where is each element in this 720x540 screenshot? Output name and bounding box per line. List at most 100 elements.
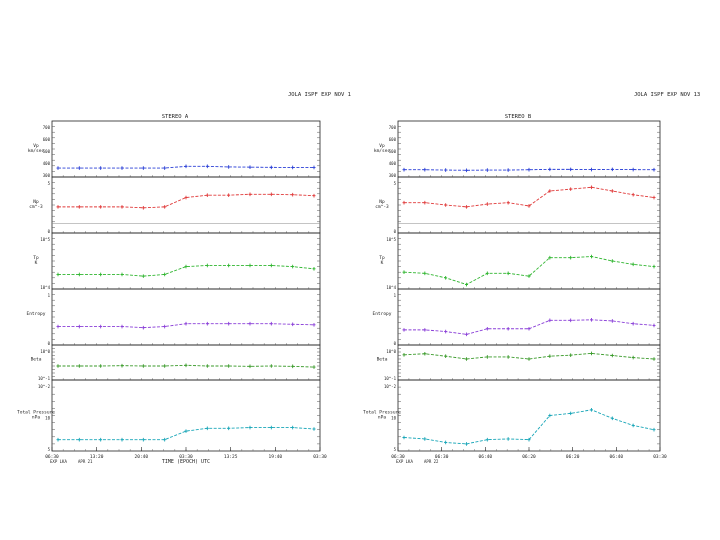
y-tick-label: 300 (389, 173, 397, 178)
data-point (163, 324, 167, 329)
data-point (506, 200, 510, 205)
panel-frame (51, 176, 321, 234)
y-tick-label: 10^0 (386, 349, 396, 354)
data-point (527, 167, 531, 172)
data-point (141, 274, 145, 278)
panel-entropy: 1 0 Entropy (27, 288, 321, 346)
data-point (99, 205, 103, 209)
data-point (631, 355, 635, 360)
data-point (120, 324, 124, 329)
data-point (184, 195, 188, 200)
data-point (527, 274, 531, 278)
data-point (184, 363, 188, 368)
data-point (444, 276, 448, 280)
data-point (120, 437, 124, 442)
data-point (141, 206, 145, 210)
footer-label: APR 21 (78, 459, 93, 464)
data-point (248, 425, 252, 430)
y-tick-label: 1 (394, 293, 397, 298)
data-point (652, 195, 656, 200)
data-point (485, 202, 489, 206)
panel-frame (397, 232, 661, 290)
data-point (402, 328, 406, 332)
axis-label: Tp (379, 255, 385, 261)
panel-frame (51, 344, 321, 381)
panel-beta: 10^0 10^-1 Beta (31, 344, 321, 381)
data-point (548, 354, 552, 358)
data-point (485, 271, 489, 276)
y-tick-label: 10 (391, 416, 396, 421)
data-point (163, 205, 167, 209)
data-point (56, 272, 60, 277)
data-point (402, 353, 406, 357)
data-point (652, 264, 656, 269)
data-point (227, 165, 231, 169)
data-point (423, 200, 427, 205)
data-point (465, 168, 468, 173)
data-point (163, 364, 167, 368)
data-point (402, 167, 406, 172)
data-point (569, 187, 573, 191)
y-tick-label: 10^-1 (384, 376, 397, 381)
data-point (402, 200, 406, 205)
panel-frame (51, 120, 321, 178)
header-left-label: JOLA ISPF EXP NOV 1 (288, 92, 351, 98)
data-point (269, 321, 273, 326)
data-point (506, 271, 510, 276)
data-point (590, 254, 593, 259)
data-point (141, 437, 145, 442)
data-point (269, 364, 273, 368)
data-point (99, 166, 103, 170)
axis-label: K (381, 260, 384, 266)
data-point (610, 353, 614, 358)
data-point (402, 435, 406, 440)
data-point (291, 165, 295, 170)
data-point (56, 205, 60, 209)
y-tick-label: 700 (43, 125, 51, 130)
data-point (444, 329, 448, 334)
data-point (548, 255, 552, 260)
y-tick-label: 5 (394, 181, 397, 186)
x-tick-label: 06:20 (522, 454, 536, 460)
data-point (77, 324, 81, 329)
data-point (227, 193, 231, 197)
y-tick-label: 10^-2 (384, 384, 397, 389)
data-point (485, 326, 489, 331)
data-point (610, 167, 614, 172)
x-tick-label: 13:25 (224, 454, 238, 460)
y-tick-label: 10^-1 (38, 376, 51, 381)
data-point (506, 355, 510, 359)
data-point (610, 416, 614, 421)
data-point (227, 321, 231, 326)
axis-label: km/sec (374, 148, 391, 154)
data-point (652, 357, 656, 361)
axis-label: Np (379, 199, 385, 205)
data-point (56, 437, 60, 442)
data-point (291, 364, 295, 369)
panel-tp: 10^5 10^4 TpK (379, 232, 661, 290)
y-tick-label: 10^-2 (38, 384, 51, 389)
panel-frame (397, 344, 661, 381)
data-point (163, 272, 167, 277)
data-point (569, 255, 573, 260)
x-tick-label: 06:30 (391, 454, 405, 460)
y-tick-label: 5 (394, 447, 397, 452)
data-point (423, 437, 427, 441)
data-point (99, 324, 103, 329)
axis-label: Entropy (27, 311, 46, 317)
panel-frame (397, 288, 661, 346)
data-point (269, 165, 273, 170)
data-point (423, 328, 427, 332)
data-point (312, 267, 316, 271)
data-point (120, 166, 124, 170)
data-point (465, 442, 468, 446)
data-point (652, 167, 656, 172)
y-tick-label: 10^0 (40, 349, 50, 354)
axis-label: Tp (33, 255, 39, 261)
data-point (120, 205, 124, 209)
data-point (527, 326, 531, 331)
data-point (444, 203, 448, 207)
x-tick-label: 06:30 (45, 454, 59, 460)
data-point (120, 272, 124, 277)
